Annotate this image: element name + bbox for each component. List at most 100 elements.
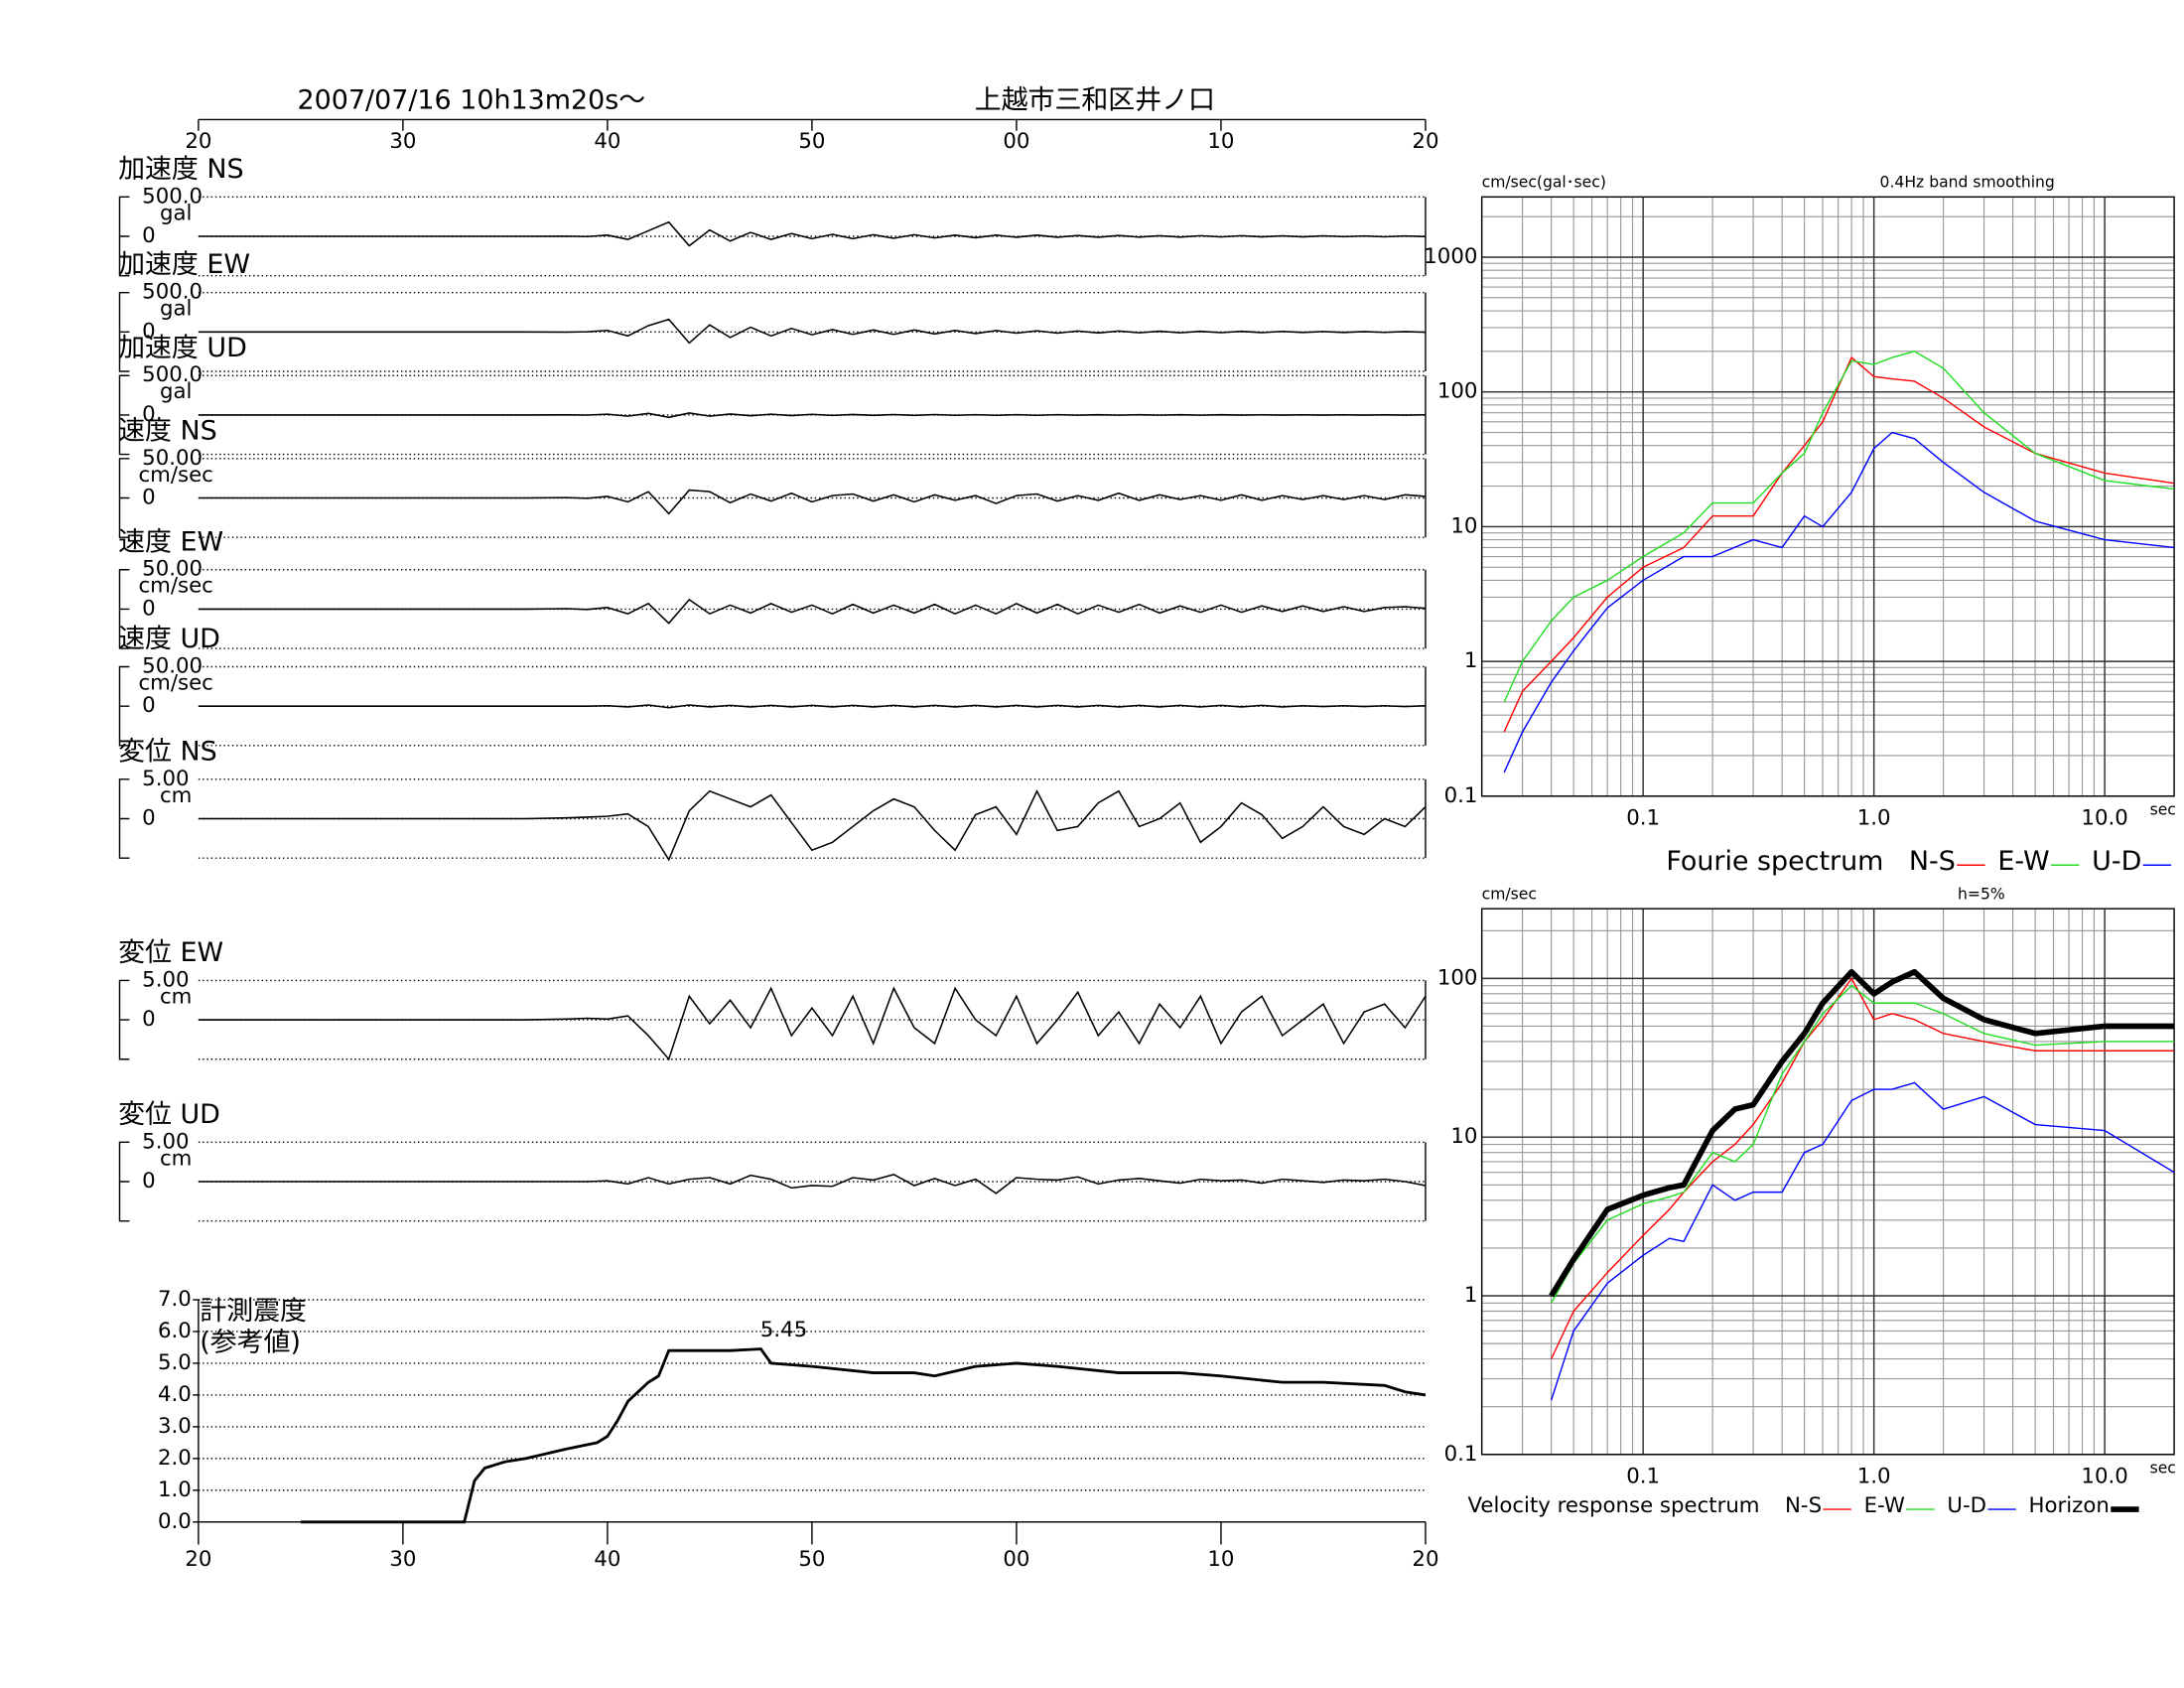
y-tick-label: 1 [1464,1283,1478,1308]
unit-label: gal [160,297,192,322]
y-tick-label: 0 [142,596,156,621]
unit-label: cm [160,783,192,808]
y-axis-label: cm/sec [1482,886,1537,904]
intensity-line [300,1347,1427,1524]
legend-label: U-D [1947,1493,1986,1518]
y-tick-label: 0 [142,1007,156,1032]
legend-label: N-S [1785,1493,1822,1518]
chart-title: 計測震度 [200,1296,307,1327]
y-tick-label: 0.1 [1444,1442,1478,1467]
x-tick-label: 20 [185,129,211,154]
waveform [198,1174,1427,1195]
legend-label: E-W [1864,1493,1905,1518]
unit-label: cm/sec [138,574,212,599]
x-tick-label: 0.1 [1626,806,1660,831]
y-tick-label: 7.0 [158,1287,192,1312]
unit-label: cm [160,1146,192,1171]
legend-title: Fourie spectrum [1666,846,1883,877]
spectrum-line [1503,356,2175,733]
legend-label: Horizon [2029,1493,2110,1518]
x-tick-label: 10.0 [2081,1465,2127,1489]
plot-frame [1480,196,2175,797]
panel-bracket [118,291,130,372]
y-tick-label: 0 [142,693,156,718]
y-tick-label: 5.0 [158,1350,192,1375]
y-tick-label: 5.00 [142,767,189,791]
waveform [198,220,1426,247]
panel-title: 速度 EW [118,526,223,557]
panel-title: 加速度 NS [118,154,244,185]
panel-bracket [118,458,130,538]
waveform [198,704,1426,709]
y-tick-label: 4.0 [158,1382,192,1407]
x-tick-label: 0.1 [1626,1465,1660,1489]
x-tick-label: 1.0 [1857,806,1891,831]
x-axis-label: sec [2150,1460,2176,1477]
y-axis-label: cm/sec(gal･sec) [1482,174,1606,192]
spectrum-line [1551,984,2175,1304]
y-tick-label: 0 [142,223,156,248]
y-tick-label: 3.0 [158,1414,192,1439]
panel-title: 速度 NS [118,415,217,446]
y-tick-label: 500.0 [142,362,203,387]
x-tick-label: 50 [798,129,825,154]
panel-bracket [118,569,130,649]
x-tick-label: 20 [185,1547,211,1572]
panel-title: 変位 EW [118,937,223,968]
x-tick-label: 40 [594,1547,620,1572]
y-tick-label: 0 [142,319,156,344]
y-tick-label: 50.00 [142,557,203,582]
unit-label: gal [160,379,192,404]
y-tick-label: 10 [1450,513,1477,538]
annotation: 5.45 [760,1318,807,1342]
legend-title: Velocity response spectrum [1467,1493,1759,1518]
legend-label: E-W [1997,846,2049,877]
y-tick-label: 500.0 [142,280,203,305]
y-tick-label: 5.00 [142,1129,189,1154]
y-tick-label: 100 [1437,379,1478,404]
unit-label: cm/sec [138,463,212,488]
y-tick-label: 0 [142,486,156,510]
waveform [198,489,1427,515]
y-tick-label: 0 [142,402,156,427]
y-tick-label: 1.0 [158,1477,192,1502]
spectrum-line [1549,968,2175,1298]
x-tick-label: 00 [1003,1547,1029,1572]
panel-bracket [118,665,130,747]
y-tick-label: 50.00 [142,654,203,679]
unit-label: cm [160,984,192,1009]
y-tick-label: 0 [142,1169,156,1194]
unit-label: cm/sec [138,671,212,696]
y-tick-label: 0 [142,806,156,831]
record-time: 2007/07/16 10h13m20s～ [298,85,646,116]
x-tick-label: 40 [594,129,620,154]
spectrum-line [1503,431,2175,774]
y-tick-label: 5.00 [142,967,189,992]
waveform [198,318,1426,345]
x-tick-label: 10 [1207,1547,1234,1572]
spectrum-line [1550,1081,2175,1401]
y-tick-label: 1 [1464,648,1478,673]
panel-title: 変位 UD [118,1099,220,1130]
y-tick-label: 2.0 [158,1446,192,1471]
annotation: h=5% [1958,886,2005,904]
x-tick-label: 00 [1003,129,1029,154]
legend-label: U-D [2092,846,2141,877]
panel-bracket [118,196,130,277]
annotation: 0.4Hz band smoothing [1880,174,2055,192]
y-tick-label: 0.0 [158,1509,192,1534]
x-axis-label: sec [2150,801,2176,819]
x-tick-label: 1.0 [1857,1465,1891,1489]
station-name: 上越市三和区井ノ口 [975,85,1215,116]
x-tick-label: 30 [389,1547,416,1572]
unit-label: gal [160,201,192,225]
y-tick-label: 1000 [1424,244,1477,269]
panel-title: 変位 NS [118,736,217,767]
y-tick-label: 100 [1437,965,1478,990]
y-tick-label: 0.1 [1444,783,1478,808]
plot-frame [1480,908,2175,1456]
